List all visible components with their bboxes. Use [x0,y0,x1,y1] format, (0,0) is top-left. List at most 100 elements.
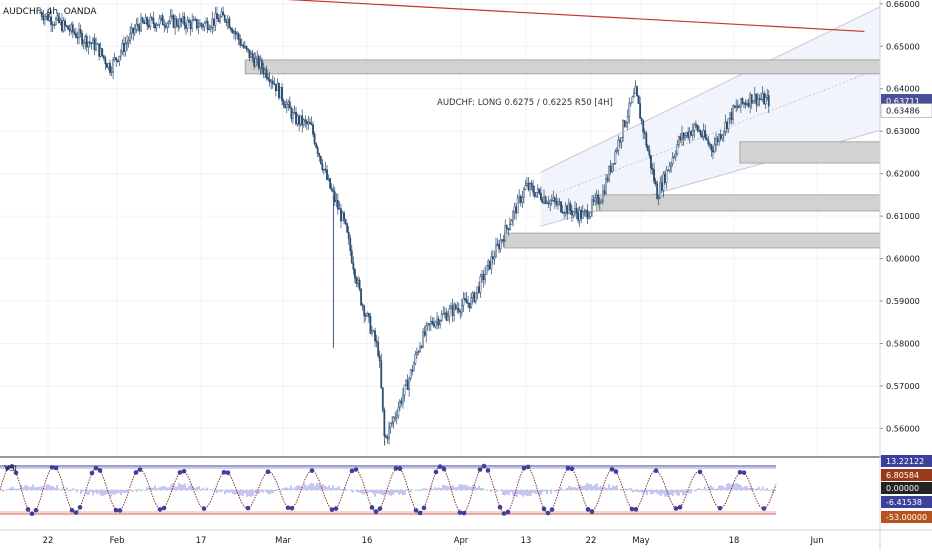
osc-dot-252 [502,511,507,516]
candle-body-332 [554,198,555,201]
osc-dot-340 [678,505,683,510]
zone-3 [504,233,880,248]
candle-body-208 [362,305,363,306]
osc-hist-bar [156,488,158,490]
candle-body-469 [767,96,768,98]
candle-body-457 [748,103,749,106]
candle-body-167 [298,116,299,124]
candle-body-166 [297,116,298,124]
osc-hist-bar [638,490,640,492]
osc-hist-bar [658,490,660,495]
candle-body-213 [370,317,371,334]
candle-body-6 [49,17,50,21]
candle-body-297 [500,240,501,249]
candle-body-338 [564,213,565,214]
osc-hist-bar [650,490,652,495]
candle-body-19 [69,30,70,31]
candle-body-8 [52,25,53,26]
candle-body-460 [753,101,754,103]
time-tick-label-9: 18 [729,535,740,545]
candle-body-429 [705,131,706,138]
candle-body-86 [173,16,174,28]
price-tick-label-9: 0.57000 [886,381,920,391]
candle-body-441 [723,131,724,135]
candle-body-73 [153,18,154,23]
candle-body-342 [570,204,571,211]
osc-hist-bar [736,483,738,490]
candle-body-152 [275,84,276,90]
candle-body-281 [475,293,476,302]
osc-hist-bar [732,484,734,490]
candle-body-239 [410,370,411,379]
candle-body-214 [371,331,372,333]
candle-body-246 [421,347,422,348]
candle-body-55 [125,44,126,52]
candle-body-157 [283,101,284,105]
candle-body-210 [365,316,366,317]
candle-body-10 [55,19,56,25]
candle-body-229 [395,417,396,418]
osc-hist-bar [376,490,378,494]
candle-body-195 [342,213,343,221]
osc-hist-bar [370,490,372,492]
candle-body-172 [306,121,307,124]
osc-hist-bar [612,485,614,490]
candle-body-248 [424,331,425,335]
osc-hist-bar [76,490,78,492]
candle-body-365 [605,179,606,194]
candle-body-35 [94,39,95,50]
osc-hist-bar [304,484,306,490]
candle-body-76 [157,24,158,25]
osc-hist-bar [8,489,10,490]
candle-body-376 [622,120,623,137]
candle-body-15 [63,21,64,31]
osc-hist-bar [268,490,270,494]
candle-body-41 [103,56,104,58]
candle-body-406 [669,166,670,171]
osc-hist-bar [554,490,556,492]
osc-dot-262 [522,466,527,471]
osc-hist-bar [640,490,642,492]
osc-hist-bar [458,485,460,490]
candle-body-74 [154,24,155,28]
candle-body-287 [484,274,485,280]
osc-hist-bar [610,488,612,490]
candle-body-121 [227,19,228,23]
trade-annotation: AUDCHF: LONG 0.6275 / 0.6225 R50 [4H] [437,98,613,108]
osc-dot-360 [718,506,723,511]
candle-body-327 [546,203,547,204]
osc-hist-bar [202,488,204,490]
osc-hist-bar [296,486,298,490]
candle-body-384 [635,87,636,94]
candle-body-136 [250,53,251,57]
osc-hist-bar [574,487,576,490]
osc-hist-bar [546,490,548,494]
osc-hist-bar [702,489,704,490]
osc-hist-bar [670,490,672,495]
candle-body-247 [422,331,423,346]
candle-body-413 [680,137,681,140]
osc-dot-166 [330,507,335,512]
candle-body-416 [684,135,685,138]
candle-body-432 [709,144,710,145]
osc-hist-bar [240,490,242,495]
candle-body-453 [742,98,743,103]
candle-body-298 [502,239,503,240]
osc-hist-bar [710,485,712,490]
candle-body-289 [488,261,489,265]
candle-body-31 [88,42,89,47]
osc-hist-bar [634,490,636,492]
osc-hist-bar [716,489,718,490]
candle-body-359 [596,195,597,197]
osc-hist-bar [544,490,546,491]
osc-hist-bar [390,490,392,496]
candle-body-461 [754,94,755,101]
candle-body-36 [95,44,96,50]
candle-body-129 [240,39,241,45]
osc-hist-bar [30,487,32,490]
osc-hist-bar [694,490,696,491]
candle-body-194 [340,209,341,221]
candle-body-48 [114,58,115,60]
osc-hist-bar [604,487,606,490]
